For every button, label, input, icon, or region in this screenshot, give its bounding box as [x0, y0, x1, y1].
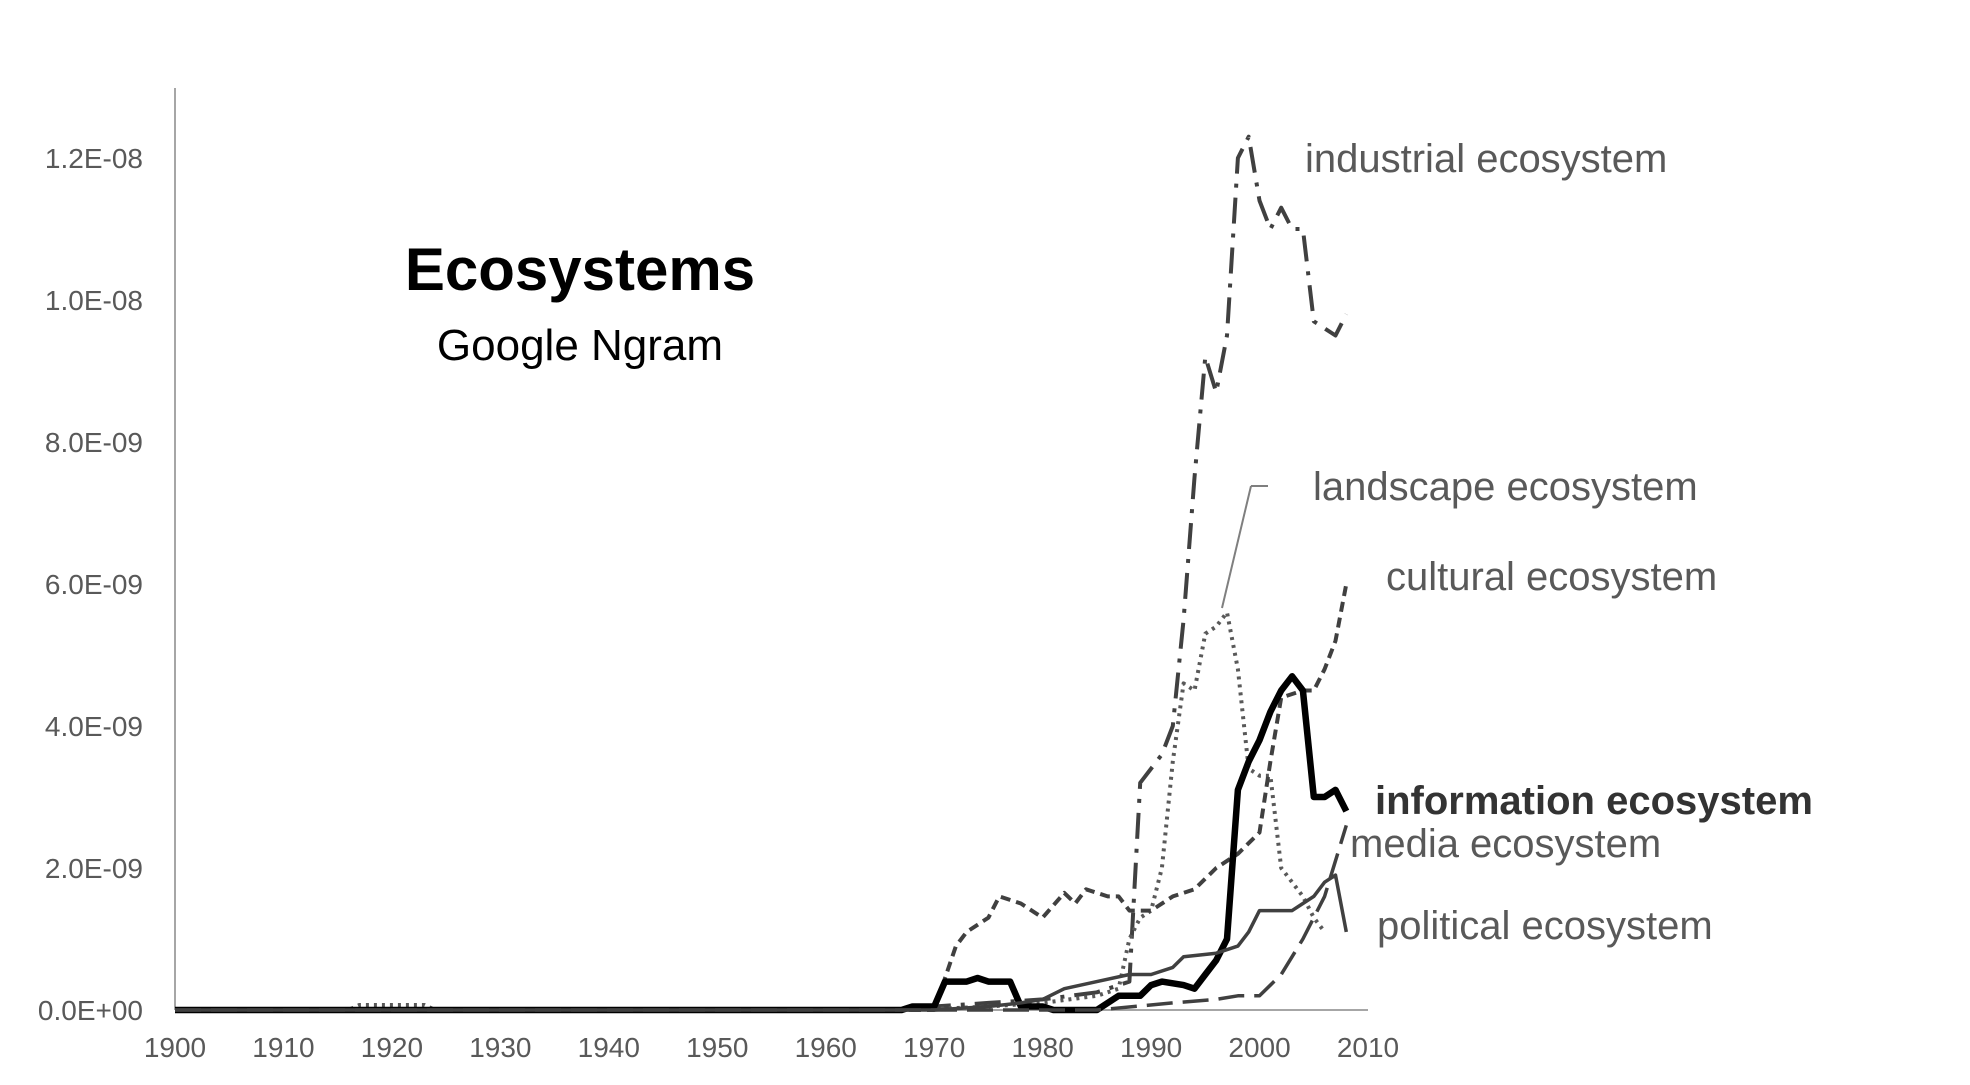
y-tick-label: 8.0E-09 [45, 427, 143, 458]
chart-title: Ecosystems [405, 236, 755, 303]
y-tick-label: 1.0E-08 [45, 285, 143, 316]
y-tick-label: 4.0E-09 [45, 711, 143, 742]
media-ecosystem-label: media ecosystem [1350, 822, 1661, 866]
landscape-ecosystem-line [175, 610, 1327, 1012]
industrial-ecosystem-label: industrial ecosystem [1305, 137, 1667, 181]
y-tick-label: 6.0E-09 [45, 569, 143, 600]
landscape-ecosystem-label: landscape ecosystem [1313, 465, 1698, 509]
x-tick-label: 2010 [1337, 1032, 1399, 1063]
x-tick-label: 1990 [1120, 1032, 1182, 1063]
political-ecosystem-label: political ecosystem [1377, 904, 1713, 948]
x-tick-label: 1960 [795, 1032, 857, 1063]
industrial-ecosystem-line [175, 134, 1349, 1012]
cultural-ecosystem-line [175, 583, 1349, 1012]
cultural-ecosystem-label: cultural ecosystem [1386, 555, 1717, 599]
x-tick-labels: 1900 1910 1920 1930 1940 1950 1960 1970 1980 1990… [144, 1032, 1399, 1063]
x-tick-label: 1970 [903, 1032, 965, 1063]
information-ecosystem-line [175, 673, 1350, 1014]
x-tick-label: 1950 [686, 1032, 748, 1063]
y-tick-labels: 0.0E+00 2.0E-09 4.0E-09 6.0E-09 8.0E-09 1.0E-… [38, 143, 143, 1026]
chart-subtitle: Google Ngram [437, 321, 723, 370]
x-tick-label: 1910 [252, 1032, 314, 1063]
information-ecosystem-label: information ecosystem [1375, 779, 1813, 823]
y-tick-label: 2.0E-09 [45, 853, 143, 884]
x-tick-label: 2000 [1228, 1032, 1290, 1063]
media-ecosystem-line [175, 824, 1348, 1012]
political-ecosystem-line [175, 873, 1349, 1012]
x-tick-label: 1920 [361, 1032, 423, 1063]
x-tick-label: 1930 [469, 1032, 531, 1063]
landscape-leader-line [1221, 485, 1252, 609]
x-tick-label: 1940 [578, 1032, 640, 1063]
x-tick-label: 1980 [1011, 1032, 1073, 1063]
series-labels: industrial ecosystem landscape ecosystem c… [1305, 137, 1813, 948]
y-tick-label: 0.0E+00 [38, 995, 143, 1026]
y-tick-label: 1.2E-08 [45, 143, 143, 174]
x-tick-label: 1900 [144, 1032, 206, 1063]
series-lines [175, 134, 1350, 1014]
